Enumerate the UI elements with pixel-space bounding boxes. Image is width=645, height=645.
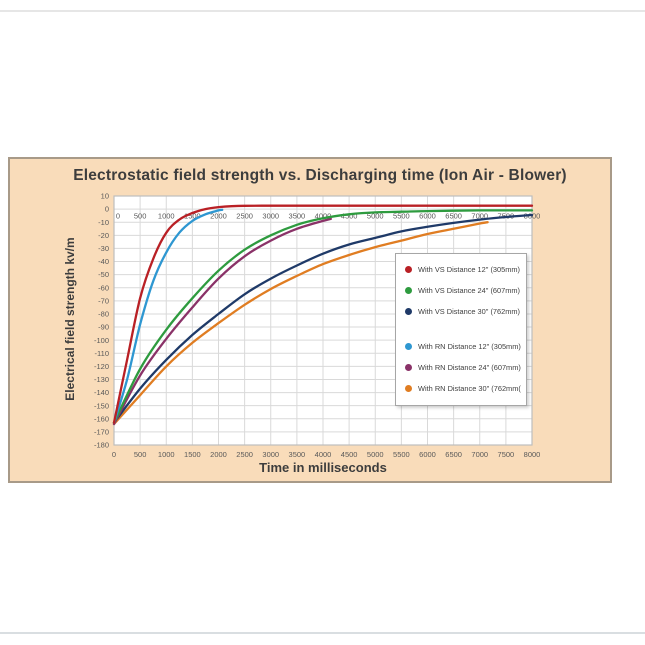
legend-marker-icon [405, 364, 412, 371]
x-tick-label-bottom: 5000 [367, 450, 384, 459]
series-curve-3 [112, 213, 534, 424]
y-tick-label: -10 [98, 218, 109, 227]
series-curve-1 [112, 204, 534, 424]
y-tick-label: -100 [94, 336, 109, 345]
x-tick-label-inside-top: 3500 [289, 212, 306, 221]
y-tick-label: -180 [94, 441, 109, 450]
x-axis-title: Time in milliseconds [259, 460, 387, 475]
legend-item: With RN Distance 24" (607mm) [405, 357, 522, 378]
y-tick-label: -130 [94, 375, 109, 384]
legend-label: With VS Distance 24" (607mm) [418, 286, 521, 295]
x-tick-label-inside-top: 4500 [341, 212, 358, 221]
x-tick-label-inside-top: 5500 [393, 212, 410, 221]
x-tick-label-bottom: 5500 [393, 450, 410, 459]
y-tick-label: -70 [98, 296, 109, 305]
series-curve-4 [112, 208, 224, 424]
plot-border [113, 195, 533, 446]
x-tick-label-inside-top: 6000 [419, 212, 436, 221]
legend: With VS Distance 12" (305mm) With VS Dist… [395, 253, 527, 406]
legend-item: With VS Distance 30" (762mm) [405, 301, 522, 322]
y-tick-label: -120 [94, 362, 109, 371]
legend-item: With RN Distance 12" (305mm) [405, 336, 522, 357]
legend-label: With VS Distance 12" (305mm) [418, 265, 521, 274]
x-tick-label-inside-top: 2000 [210, 212, 227, 221]
y-tick-label: -110 [95, 349, 109, 358]
series-curve-5 [112, 217, 332, 426]
x-tick-label-bottom: 2500 [236, 450, 253, 459]
y-tick-label: -60 [98, 283, 109, 292]
legend-marker-icon [405, 343, 412, 350]
x-tick-label-bottom: 3500 [289, 450, 306, 459]
x-tick-label-inside-top: 1000 [158, 212, 175, 221]
y-tick-label: 0 [105, 205, 109, 214]
legend-item: With VS Distance 12" (305mm) [405, 259, 522, 280]
x-tick-label-inside-top: 500 [134, 212, 147, 221]
y-tick-label: 10 [101, 192, 109, 201]
y-tick-label: -90 [98, 323, 109, 332]
chart-panel: Electrostatic field strength vs. Dischar… [8, 157, 612, 483]
x-tick-label-inside-top: 3000 [262, 212, 279, 221]
y-tick-label: -140 [94, 388, 109, 397]
x-tick-label-bottom: 1500 [184, 450, 201, 459]
legend-group-gap [405, 322, 522, 336]
x-tick-label-bottom: 2000 [210, 450, 227, 459]
legend-item: With VS Distance 24" (607mm) [405, 280, 522, 301]
x-tick-label-bottom: 8000 [524, 450, 541, 459]
x-tick-label-inside-top: 1500 [184, 212, 201, 221]
legend-label: With RN Distance 24" (607mm) [418, 363, 521, 372]
series-curve-6 [112, 221, 489, 426]
x-tick-label-bottom: 3000 [262, 450, 279, 459]
x-tick-label-inside-top: 6500 [445, 212, 462, 221]
y-tick-label: -160 [94, 414, 109, 423]
x-tick-label-bottom: 6000 [419, 450, 436, 459]
y-tick-label: -40 [98, 257, 109, 266]
legend-label: With RN Distance 12" (305mm) [418, 342, 521, 351]
legend-marker-icon [405, 385, 412, 392]
y-tick-label: -30 [98, 244, 109, 253]
series-curve-2 [112, 209, 534, 424]
x-tick-label-bottom: 7000 [471, 450, 488, 459]
x-tick-label-inside-top: 7000 [471, 212, 488, 221]
x-tick-label-bottom: 7500 [498, 450, 515, 459]
x-tick-label-inside-top: 2500 [236, 212, 253, 221]
chart-title: Electrostatic field strength vs. Dischar… [73, 167, 567, 184]
y-tick-label: -20 [98, 231, 109, 240]
x-tick-label-bottom: 0 [112, 450, 116, 459]
x-tick-label-bottom: 4000 [315, 450, 332, 459]
x-tick-label-bottom: 4500 [341, 450, 358, 459]
x-tick-label-inside-top: 0 [116, 212, 120, 221]
x-tick-label-inside-top: 4000 [315, 212, 332, 221]
x-tick-label-inside-top: 5000 [367, 212, 384, 221]
y-tick-label: -80 [98, 310, 109, 319]
y-tick-label: -170 [94, 427, 109, 436]
legend-item: With RN Distance 30" (762mm( [405, 378, 522, 399]
legend-label: With RN Distance 30" (762mm( [418, 384, 521, 393]
legend-label: With VS Distance 30" (762mm) [418, 307, 521, 316]
legend-marker-icon [405, 287, 412, 294]
bottom-divider-line [0, 632, 645, 634]
x-tick-label-bottom: 6500 [445, 450, 462, 459]
y-tick-label: -50 [98, 270, 109, 279]
x-tick-label-bottom: 500 [134, 450, 147, 459]
x-tick-label-bottom: 1000 [158, 450, 175, 459]
top-divider-line [0, 10, 645, 12]
y-tick-label: -150 [94, 401, 109, 410]
legend-marker-icon [405, 308, 412, 315]
legend-marker-icon [405, 266, 412, 273]
